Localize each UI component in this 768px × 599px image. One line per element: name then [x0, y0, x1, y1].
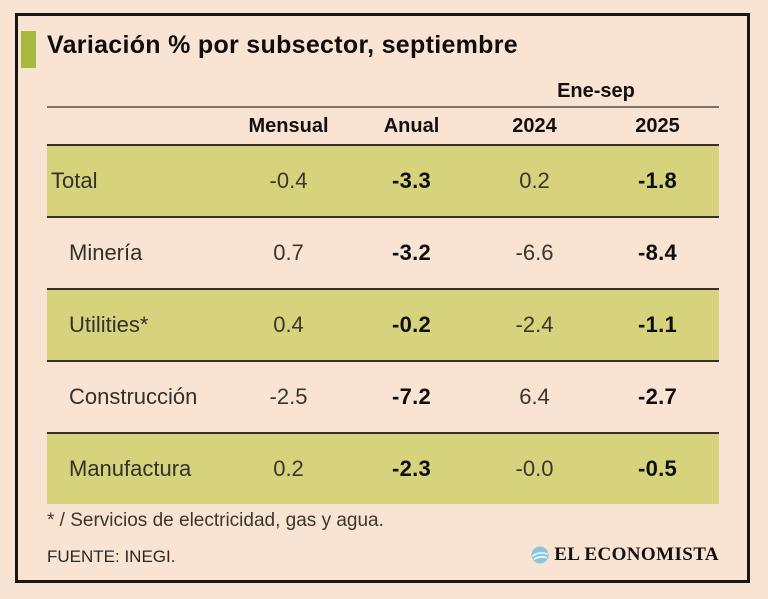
column-header-anual: Anual: [383, 114, 440, 137]
cell-2024: 6.4: [519, 384, 550, 409]
group-header-row: Ene-sep: [47, 80, 719, 108]
row-label: Minería: [69, 240, 143, 265]
cell-2024: -6.6: [515, 240, 554, 265]
cell-2025: -8.4: [637, 240, 678, 265]
logo-text: EL ECONOMISTA: [554, 544, 719, 565]
cell-2025: -1.1: [637, 312, 678, 337]
cell-mensual: -2.5: [269, 384, 308, 409]
group-header-ene-sep: Ene-sep: [557, 80, 635, 102]
cell-anual: -7.2: [391, 384, 432, 409]
card-frame: [15, 13, 750, 583]
table-row-mineria: Minería 0.7 -3.2 -6.6 -8.4: [47, 216, 719, 288]
cell-2025: -0.5: [637, 456, 678, 481]
cell-anual: -2.3: [391, 456, 432, 481]
cell-anual: -3.2: [391, 240, 432, 265]
source-note: FUENTE: INEGI.: [47, 547, 176, 566]
footnote-utilities: * / Servicios de electricidad, gas y agu…: [47, 510, 384, 531]
page-title: Variación % por subsector, septiembre: [47, 31, 518, 59]
cell-mensual: -0.4: [269, 168, 308, 193]
table-row-utilities: Utilities* 0.4 -0.2 -2.4 -1.1: [47, 288, 719, 360]
row-label: Manufactura: [69, 456, 192, 481]
column-header-mensual: Mensual: [248, 114, 329, 137]
cell-anual: -3.3: [391, 168, 432, 193]
cell-mensual: 0.4: [273, 312, 304, 337]
table-row-construccion: Construcción -2.5 -7.2 6.4 -2.7: [47, 360, 719, 432]
title-accent-bar: [21, 31, 36, 68]
table-row-total: Total -0.4 -3.3 0.2 -1.8: [47, 144, 719, 216]
cell-2024: -0.0: [515, 456, 554, 481]
cell-anual: -0.2: [391, 312, 432, 337]
table-row-manufactura: Manufactura 0.2 -2.3 -0.0 -0.5: [47, 432, 719, 504]
row-label: Utilities*: [69, 312, 149, 337]
subsector-table: Ene-sep Mensual Anual 2024 2025 Total -0…: [47, 80, 719, 504]
cell-2024: 0.2: [519, 168, 550, 193]
cell-mensual: 0.2: [273, 456, 304, 481]
cell-2025: -2.7: [637, 384, 678, 409]
row-label: Total: [51, 168, 98, 193]
cell-2025: -1.8: [637, 168, 678, 193]
column-header-2024: 2024: [512, 114, 557, 137]
column-header-row: Mensual Anual 2024 2025: [47, 108, 719, 144]
column-header-2025: 2025: [635, 114, 680, 137]
row-label: Construcción: [69, 384, 198, 409]
cell-mensual: 0.7: [273, 240, 304, 265]
globe-icon: [531, 546, 549, 564]
el-economista-logo: EL ECONOMISTA: [531, 544, 719, 566]
cell-2024: -2.4: [515, 312, 554, 337]
